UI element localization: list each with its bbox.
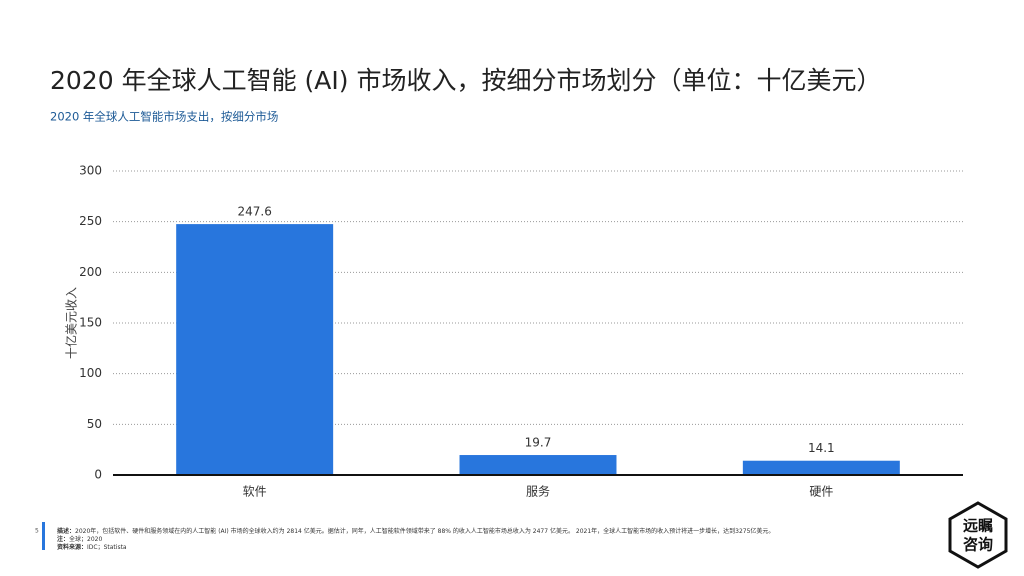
- data-label: 19.7: [525, 436, 552, 450]
- chart-title: 2020 年全球人工智能 (AI) 市场收入，按细分市场划分（单位：十亿美元）: [50, 66, 881, 95]
- x-tick-label: 服务: [526, 484, 550, 499]
- y-tick-label: 250: [79, 214, 102, 228]
- page-number: 5: [35, 528, 39, 535]
- y-tick-label: 100: [79, 366, 102, 380]
- y-tick-label: 0: [94, 468, 102, 482]
- footer-text: IDC；Statista: [87, 544, 127, 551]
- footer-label: 资料来源：: [57, 543, 87, 551]
- logo-text: 远瞩: [963, 517, 993, 535]
- bar: [459, 455, 617, 475]
- logo-text: 咨询: [963, 536, 993, 554]
- footer-source: 资料来源：IDC；Statista: [57, 543, 127, 551]
- footer-text: 2020年，包括软件、硬件和服务领域在内的人工智能 (AI) 市场的全球收入约为…: [75, 527, 774, 535]
- y-axis-label: 十亿美元收入: [64, 287, 79, 359]
- footer-label: 描述：: [57, 527, 75, 535]
- footer-note: 注：全球；2020: [57, 535, 102, 543]
- data-label: 14.1: [808, 441, 835, 455]
- bar: [742, 460, 900, 475]
- y-tick-label: 150: [79, 316, 102, 330]
- footer-accent: [42, 522, 45, 550]
- bar: [176, 224, 334, 475]
- chart-subtitle: 2020 年全球人工智能市场支出，按细分市场: [50, 110, 278, 124]
- data-label: 247.6: [237, 205, 271, 219]
- footer-description: 描述：2020年，包括软件、硬件和服务领域在内的人工智能 (AI) 市场的全球收…: [57, 527, 774, 535]
- logo-frame: [948, 501, 1008, 569]
- y-tick-label: 50: [87, 417, 102, 431]
- x-tick-label: 软件: [243, 485, 267, 499]
- x-tick-label: 硬件: [809, 485, 833, 499]
- footer-text: 全球；2020: [69, 535, 102, 543]
- y-tick-label: 200: [79, 265, 102, 279]
- y-tick-label: 300: [79, 164, 102, 178]
- footer-label: 注：: [57, 535, 69, 543]
